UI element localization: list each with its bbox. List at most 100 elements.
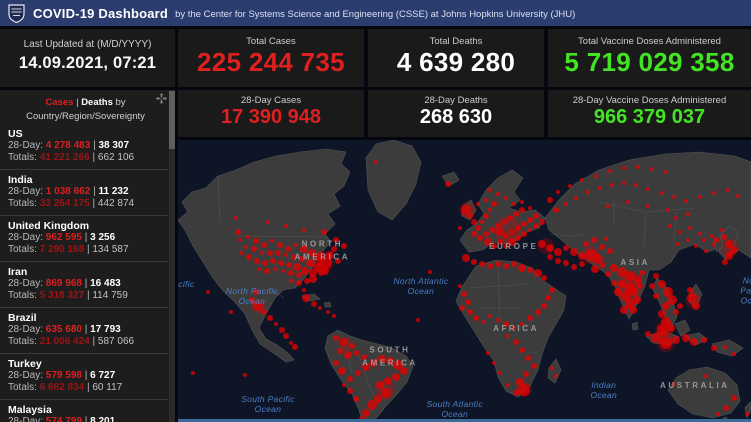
total-cases: 7 290 168 [39,244,85,256]
total-cases: 5 318 327 [39,290,85,302]
day28-cases-card: 28-Day Cases 17 390 948 [178,90,364,137]
country-list-header: Cases | Deaths by Country/Region/Soverei… [0,90,175,129]
total-cases: 6 682 834 [39,382,85,394]
country-name: Turkey [8,357,42,370]
day28-cases: 869 968 [45,278,82,290]
total-deaths-card: Total Deaths 4 639 280 [368,29,544,87]
separator: | [84,370,88,382]
day28-deaths: 3 256 [90,232,116,244]
country-name: Malaysia [8,403,52,416]
page-title: COVID-19 Dashboard [33,5,169,21]
country-name: United Kingdom [8,219,90,232]
totals-prefix: Totals: [8,290,37,302]
day28-prefix: 28-Day: [8,370,44,382]
total-cases-card: Total Cases 225 244 735 [178,29,364,87]
sidebar-scrollbar-thumb[interactable] [169,91,175,149]
world-map[interactable]: NORTH AMERICA SOUTH AMERICA EUROPE AFRICA AS… [178,140,751,422]
jhu-shield-icon [8,3,25,23]
total-vaccines-card: Total Vaccine Doses Administered 5 719 0… [548,29,751,87]
day28-cases: 1 038 662 [45,186,91,198]
header-scope-label: Country/Region/Sovereignty [26,111,145,123]
day28-cases: 574 799 [45,416,82,422]
separator: | [93,186,96,198]
country-row[interactable]: Turkey 28-Day: 579 598 | 6 727 Totals: 6… [0,354,168,400]
separator: | [84,324,88,336]
day28-deaths-value: 268 630 [419,106,493,128]
map-bottom-edge [178,419,751,422]
separator: | [84,416,88,422]
day28-deaths: 38 307 [98,140,130,152]
total-cases: 21 006 424 [39,336,90,348]
country-row[interactable]: India 28-Day: 1 038 662 | 11 232 Totals:… [0,170,168,216]
header-deaths-label: Deaths [81,97,113,108]
header-cases-label: Cases [45,97,74,108]
country-row[interactable]: US 28-Day: 4 278 483 | 38 307 Totals: 41… [0,124,168,170]
total-deaths: 114 759 [92,290,128,302]
totals-prefix: Totals: [8,198,37,210]
day28-cases-value: 17 390 948 [220,106,322,128]
total-deaths-value: 4 639 280 [396,47,516,77]
country-name: India [8,173,33,186]
totals-prefix: Totals: [8,336,37,348]
day28-deaths: 8 201 [90,416,116,422]
totals-prefix: Totals: [8,244,37,256]
country-row[interactable]: United Kingdom 28-Day: 962 595 | 3 256 T… [0,216,168,262]
total-deaths: 587 066 [97,336,135,348]
separator: | [84,232,88,244]
total-cases: 33 264 175 [39,198,90,210]
last-updated-value: 14.09.2021, 07:21 [18,54,157,72]
landmasses [178,140,751,422]
day28-cases: 4 278 483 [45,140,91,152]
separator: | [86,382,90,394]
day28-prefix: 28-Day: [8,186,44,198]
separator: | [92,152,96,164]
day28-cases: 579 598 [45,370,82,382]
country-row[interactable]: Malaysia 28-Day: 574 799 | 8 201 Totals:… [0,400,168,422]
total-cases-value: 225 244 735 [197,47,345,77]
totals-prefix: Totals: [8,382,37,394]
total-deaths: 662 106 [97,152,135,164]
separator: | [84,278,88,290]
day28-deaths: 17 793 [90,324,121,336]
total-deaths: 60 117 [92,382,123,394]
sidebar-scrollbar[interactable] [169,90,175,422]
total-vaccines-label: Total Vaccine Doses Administered [578,36,721,47]
country-row[interactable]: Brazil 28-Day: 635 680 | 17 793 Totals: … [0,308,168,354]
last-updated-panel: Last Updated at (M/D/YYYY) 14.09.2021, 0… [0,29,175,87]
day28-vaccines-card: 28-Day Vaccine Doses Administered 966 37… [548,90,751,137]
separator: | [93,140,96,152]
country-name: Iran [8,265,28,278]
day28-deaths: 11 232 [98,186,129,198]
expand-icon[interactable] [156,93,167,104]
day28-deaths: 6 727 [90,370,116,382]
totals-prefix: Totals: [8,152,37,164]
total-deaths: 442 874 [97,198,135,210]
separator: | [92,336,96,348]
case-dots [191,160,749,422]
total-deaths-label: Total Deaths [429,36,483,47]
separator: | [86,290,90,302]
app-header: COVID-19 Dashboard by the Center for Sys… [0,0,751,26]
day28-cases: 635 680 [45,324,82,336]
day28-prefix: 28-Day: [8,232,44,244]
country-row[interactable]: Iran 28-Day: 869 968 | 16 483 Totals: 5 … [0,262,168,308]
day28-prefix: 28-Day: [8,416,44,422]
separator: | [86,244,90,256]
day28-cases-label: 28-Day Cases [240,95,302,106]
last-updated-label: Last Updated at (M/D/YYYY) [23,39,152,50]
total-deaths: 134 587 [92,244,129,256]
day28-deaths-label: 28-Day Deaths [424,95,488,106]
header-separator: | [76,97,79,108]
total-vaccines-value: 5 719 029 358 [564,47,735,77]
separator: | [92,198,96,210]
day28-prefix: 28-Day: [8,140,44,152]
country-name: Brazil [8,311,37,324]
country-list-panel: Cases | Deaths by Country/Region/Soverei… [0,90,175,422]
day28-deaths-card: 28-Day Deaths 268 630 [368,90,544,137]
world-map-canvas [178,140,751,422]
total-cases-label: Total Cases [246,36,296,47]
day28-prefix: 28-Day: [8,324,44,336]
day28-vaccines-label: 28-Day Vaccine Doses Administered [572,95,727,106]
total-cases: 41 221 266 [39,152,90,164]
